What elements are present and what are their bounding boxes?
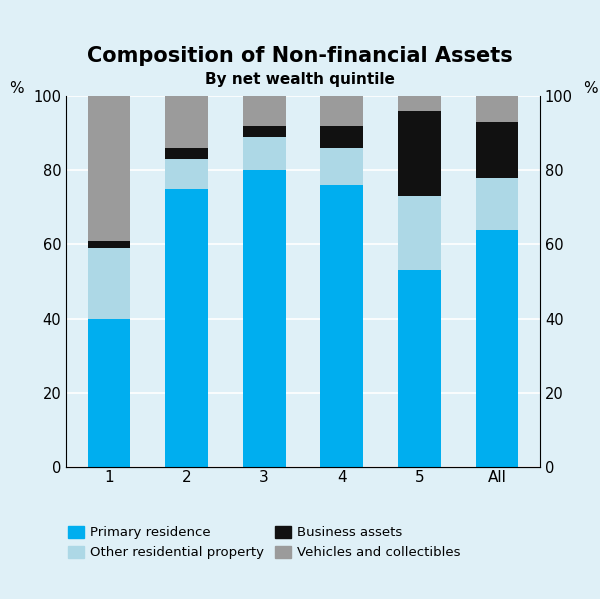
Bar xyxy=(398,270,441,467)
Bar xyxy=(398,111,441,196)
Bar xyxy=(398,196,441,270)
Bar xyxy=(165,96,208,148)
Bar xyxy=(243,96,286,126)
Bar xyxy=(88,241,130,248)
Legend: Primary residence, Other residential property, Business assets, Vehicles and col: Primary residence, Other residential pro… xyxy=(68,526,461,559)
Bar xyxy=(320,96,363,126)
Bar xyxy=(88,96,130,241)
Bar xyxy=(165,148,208,159)
Bar xyxy=(398,96,441,111)
Text: %: % xyxy=(583,81,597,96)
Text: Composition of Non-financial Assets: Composition of Non-financial Assets xyxy=(87,46,513,66)
Bar xyxy=(243,170,286,467)
Bar xyxy=(88,319,130,467)
Bar xyxy=(165,189,208,467)
Text: By net wealth quintile: By net wealth quintile xyxy=(205,72,395,87)
Bar xyxy=(243,126,286,137)
Bar xyxy=(88,248,130,319)
Bar xyxy=(320,126,363,148)
Bar xyxy=(476,96,518,122)
Bar xyxy=(476,122,518,177)
Bar xyxy=(243,137,286,170)
Bar xyxy=(320,185,363,467)
Bar xyxy=(320,148,363,185)
Bar xyxy=(476,229,518,467)
Text: %: % xyxy=(9,81,23,96)
Bar xyxy=(165,159,208,189)
Bar xyxy=(476,177,518,229)
